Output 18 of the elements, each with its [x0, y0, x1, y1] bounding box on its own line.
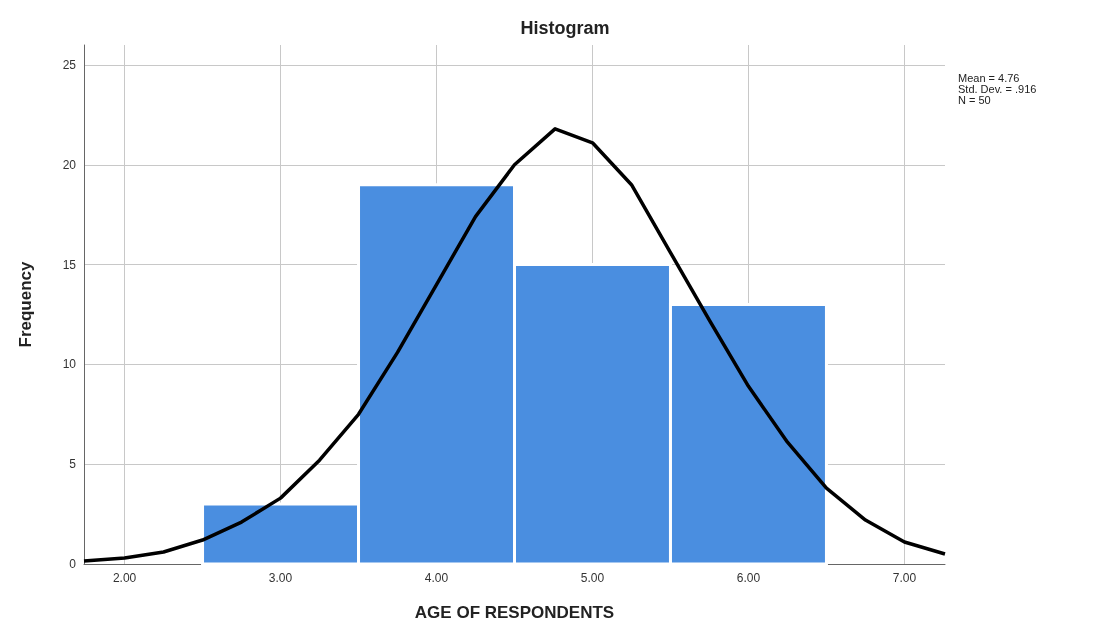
- x-tick-label: 7.00: [892, 571, 917, 585]
- text: Mean = 4.76: [958, 71, 1020, 84]
- x-tick-label: 3.00: [268, 571, 293, 585]
- y-axis-title: Frequency: [16, 260, 35, 348]
- x-tick-label: 6.00: [736, 571, 761, 585]
- y-tick-label: 25: [62, 57, 77, 72]
- y-tick-label: 20: [62, 157, 77, 172]
- text: N = 50: [958, 93, 991, 106]
- y-tick-label: 10: [62, 357, 77, 372]
- x-tick-label: 2.00: [112, 571, 137, 585]
- y-tick-label: 5: [69, 457, 77, 472]
- y-tick-label: 15: [62, 257, 77, 272]
- x-axis-title: AGE OF RESPONDENTS: [414, 603, 615, 622]
- x-tick-label: 4.00: [424, 571, 449, 585]
- text: Std. Dev. = .916: [958, 82, 1037, 95]
- chart-title: Histogram: [520, 18, 610, 38]
- x-tick-label: 5.00: [580, 571, 605, 585]
- y-tick-label: 0: [69, 557, 77, 571]
